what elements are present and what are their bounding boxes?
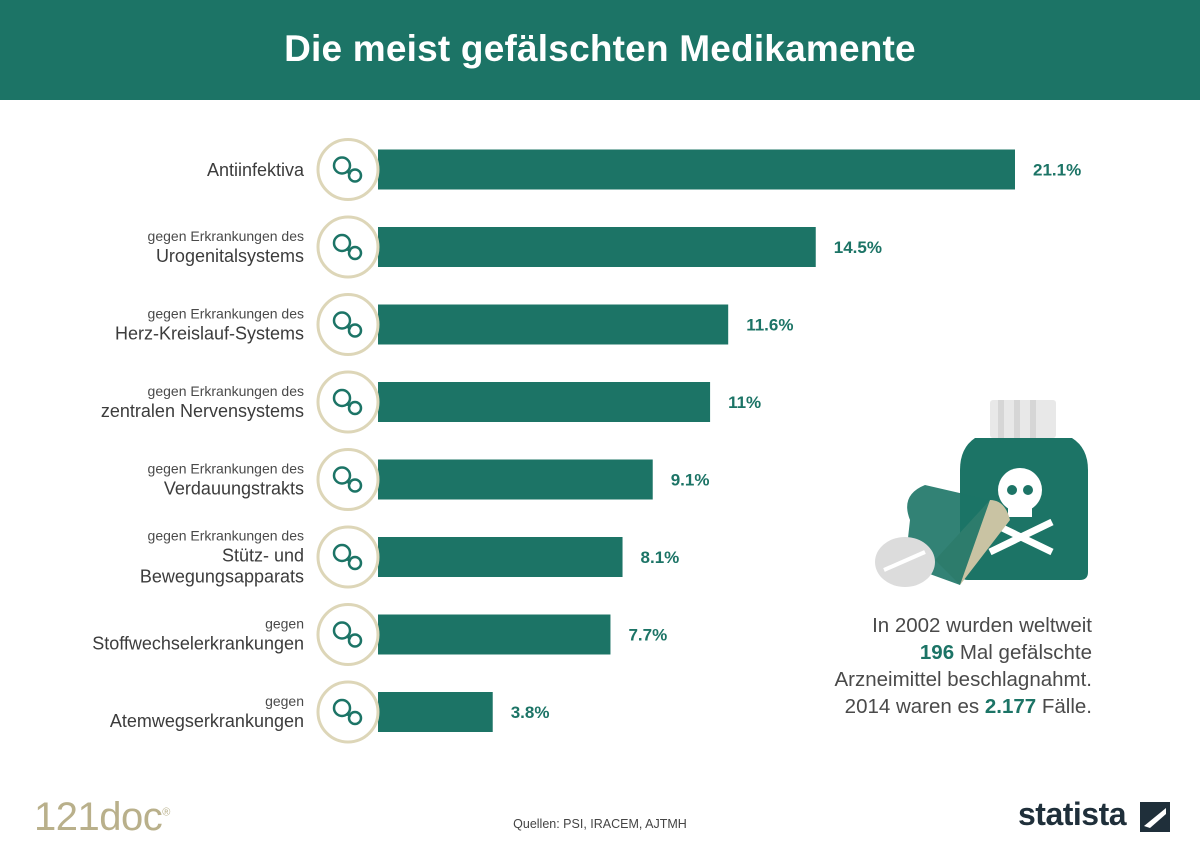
category-label: gegen Erkrankungen des [148,383,304,399]
category-label: gegen Erkrankungen des [148,461,304,477]
category-label: Herz-Kreislauf-Systems [115,324,304,344]
bar [378,382,711,422]
bar [378,537,623,577]
category-label: gegen Erkrankungen des [148,306,304,322]
bar [378,149,1015,190]
bar-chart: 21.1% Antiinfektiva 14.5% gegen Erkrankunge… [92,138,1088,744]
stomach-icon-glyph [332,466,363,493]
category-label: Atemwegserkrankungen [110,711,304,731]
value-label: 21.1% [1033,161,1081,180]
category-label: zentralen Nervensystems [101,401,304,421]
note-line-1: In 2002 wurden weltweit [872,614,1092,637]
info-note: In 2002 wurden weltweit 196 Mal gefälsch… [780,612,1092,720]
category-label: Urogenitalsystems [156,246,304,266]
category-label: Antiinfektiva [207,160,305,180]
note-line-4-post: Fälle. [1036,695,1092,718]
bacteria-icon-glyph [332,156,363,183]
poison-bottle-illustration [875,400,1088,587]
bar [378,227,816,267]
brand-name: 121doc [34,795,163,839]
statista-mark-icon [1140,802,1170,832]
category-label: gegen [265,616,304,632]
value-label: 11.6% [746,316,793,335]
category-label: Stoffwechselerkrankungen [92,634,304,654]
value-label: 3.8% [511,703,550,722]
bar [378,304,729,345]
category-label: Bewegungsapparats [140,567,304,587]
note-line-4-pre: 2014 waren es [844,695,985,718]
value-label: 11% [728,393,761,412]
brain-icon-glyph [332,388,363,416]
note-line-4: 2014 waren es 2.177 Fälle. [780,693,1092,720]
header-bar: Die meist gefälschten Medikamente [0,0,1200,100]
note-value-2002: 196 [919,641,955,664]
value-label: 7.7% [628,626,667,645]
note-line-2-text: Mal gefälschte [954,641,1092,664]
page-title: Die meist gefälschten Medikamente [284,28,916,69]
note-line-2: 196 Mal gefälschte [780,639,1092,666]
molecule-icon-glyph [332,621,363,648]
brand-logo-121doc: 121doc® [34,795,170,840]
value-label: 14.5% [834,238,882,257]
joint-icon-glyph [332,543,363,571]
brand-mark: ® [162,806,170,819]
source-note: Quellen: PSI, IRACEM, AJTMH [513,817,687,831]
category-label: gegen [265,693,304,709]
bar [378,459,653,500]
bar [378,692,493,732]
value-label: 8.1% [641,548,680,567]
bar [378,614,611,655]
value-label: 9.1% [671,471,710,490]
category-label: gegen Erkrankungen des [148,228,304,244]
category-label: gegen Erkrankungen des [148,528,304,544]
category-label: Verdauungstrakts [164,479,304,499]
kidneys-icon-glyph [332,233,363,261]
lungs-icon-glyph [332,698,363,726]
statista-logo: statista [1018,796,1127,832]
category-label: Stütz- und [222,546,304,566]
note-line-3: Arzneimittel beschlagnahmt. [834,668,1092,691]
note-value-2014: 2.177 [984,695,1037,718]
heart-icon-glyph [332,311,363,338]
